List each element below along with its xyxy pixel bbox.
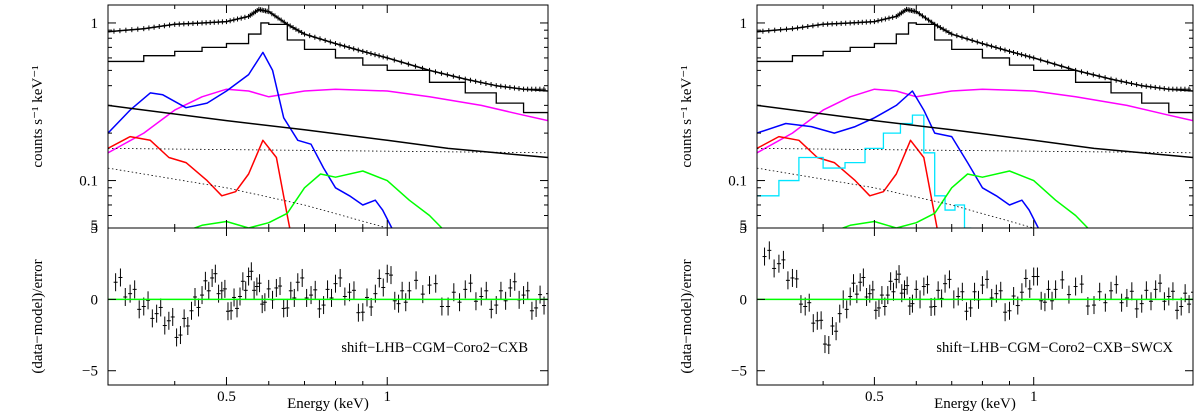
top-panel-series — [757, 6, 1193, 228]
x-axis-label: Energy (keV) — [287, 396, 369, 412]
x-tick-label: 0.5 — [217, 389, 236, 405]
y-tick-label: 0 — [740, 292, 748, 308]
series-LHB — [108, 51, 393, 228]
y-tick-label: 0.1 — [728, 174, 747, 190]
model-annotation: shift−LHB−CGM−Coro2−CXB−SWCX — [936, 340, 1173, 356]
bottom-panel-frame — [107, 227, 549, 386]
series-dotted-flat — [757, 148, 1193, 154]
y-tick-label: 5 — [91, 218, 99, 234]
y-tick-label: 5 — [740, 221, 748, 237]
series-total-model — [757, 9, 1193, 92]
series-dotted-falling — [108, 167, 389, 228]
series-folded-model — [108, 22, 548, 121]
series-CGM — [757, 88, 1193, 154]
series-shift-component — [840, 170, 1089, 228]
x-axis-label: Energy (keV) — [934, 396, 1016, 412]
y-tick-label: 0 — [91, 292, 99, 308]
x-tick-label: 0.5 — [865, 389, 884, 405]
y-tick-label: 1 — [91, 16, 99, 32]
top-y-axis-label: counts s⁻¹ keV⁻¹ — [679, 65, 695, 167]
series-dotted-falling — [757, 167, 1036, 228]
series-Coro2 — [757, 135, 938, 228]
bottom-panel-frame — [756, 227, 1194, 386]
series-dotted-flat — [108, 148, 548, 154]
series-CXB — [757, 104, 1193, 159]
y-tick-label: 1 — [740, 16, 748, 32]
series-LHB — [757, 90, 1040, 228]
bottom-panel-residuals — [113, 262, 548, 347]
series-Coro2 — [108, 135, 291, 228]
bottom-panel-residuals — [762, 241, 1193, 355]
top-panel-frame — [756, 4, 1194, 229]
series-CGM — [108, 88, 548, 154]
series-CXB — [108, 104, 548, 159]
y-tick-label: 5 — [91, 221, 99, 237]
series-total-model — [108, 9, 548, 92]
y-tick-label: 5 — [740, 218, 748, 234]
model-annotation: shift−LHB−CGM−Coro2−CXB — [341, 340, 528, 356]
y-tick-label: −5 — [731, 364, 747, 380]
y-tick-label: 0.1 — [79, 174, 98, 190]
bottom-y-axis-label: (data−model)/error — [30, 259, 46, 373]
series-folded-model — [757, 22, 1193, 121]
top-panel-frame — [107, 4, 549, 229]
top-y-axis-label: counts s⁻¹ keV⁻¹ — [30, 65, 46, 167]
bottom-y-axis-label: (data−model)/error — [679, 259, 695, 373]
y-tick-label: −5 — [82, 364, 98, 380]
x-tick-label: 1 — [1030, 389, 1038, 405]
top-panel-series — [108, 6, 548, 228]
series-shift-component — [192, 170, 443, 228]
x-tick-label: 1 — [383, 389, 391, 405]
